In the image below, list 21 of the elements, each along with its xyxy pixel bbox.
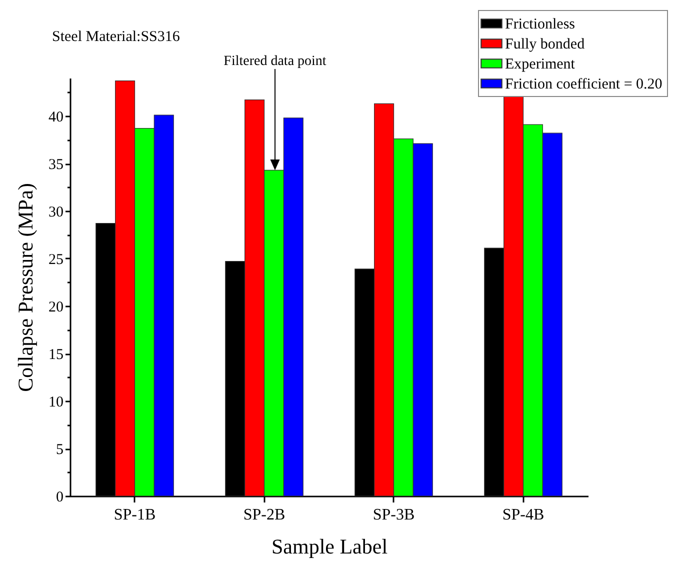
y-tick-label: 20 [48,300,64,316]
x-tick-label: SP-3B [372,506,415,524]
y-tick-label: 40 [48,110,64,126]
x-tick-label: SP-4B [502,506,544,524]
y-tick-label: 5 [56,442,64,458]
x-axis-title: Sample Label [271,534,388,558]
y-tick-label: 35 [48,157,64,173]
y-tick-label: 15 [48,347,64,363]
y-tick-label: 30 [48,204,64,220]
x-tick-label: SP-1B [114,506,156,524]
y-tick-label: 0 [56,490,64,506]
y-axis-title: Collapse Pressure (MPa) [14,183,38,392]
y-tick-label: 10 [48,394,64,410]
x-tick-label: SP-2B [243,506,286,524]
text: Steel Material:SS316 [52,29,180,45]
text: Filtered data point [224,54,326,69]
legend-label: Friction coefficient = 0.20 [505,76,662,92]
legend-label: Fully bonded [505,36,586,52]
legend-label: Frictionless [505,16,576,32]
y-tick-label: 25 [48,252,64,268]
legend-label: Experiment [505,56,576,72]
